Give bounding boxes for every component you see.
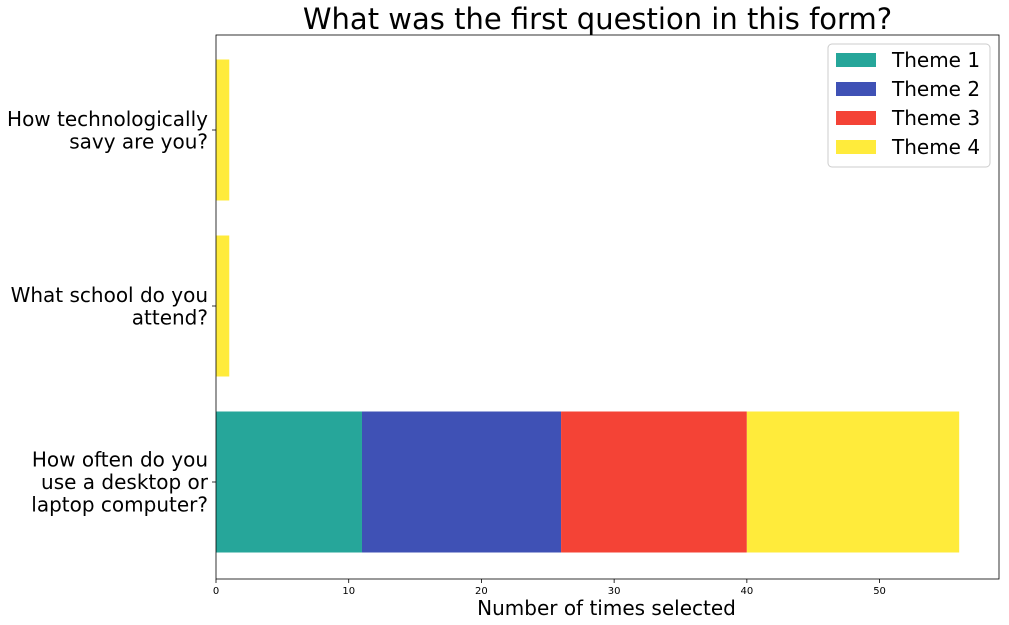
bar-segment-3-1	[216, 411, 362, 553]
y-category-label: What school do you	[11, 283, 208, 307]
legend-swatch-1	[836, 53, 876, 67]
legend-label-2: Theme 2	[891, 77, 980, 101]
x-tick-label: 30	[608, 586, 621, 597]
bar-segment-1-4	[216, 59, 230, 201]
y-category-label: laptop computer?	[31, 493, 208, 517]
legend-label-1: Theme 1	[891, 48, 980, 72]
x-tick-label: 40	[740, 586, 753, 597]
legend-box	[827, 43, 991, 168]
legend-swatch-4	[836, 140, 876, 154]
legend-label-4: Theme 4	[891, 135, 980, 159]
bar-segment-2-4	[216, 235, 230, 377]
legend-swatch-3	[836, 111, 876, 125]
x-axis-label: Number of times selected	[477, 596, 736, 620]
legend: Theme 1 Theme 2 Theme 3 Theme 4	[827, 43, 991, 168]
axes-frame	[215, 34, 1000, 580]
x-tick-label: 20	[475, 586, 488, 597]
legend-swatch-2	[836, 82, 876, 96]
bar-segment-3-4	[746, 411, 960, 553]
y-category-label: savy are you?	[69, 129, 208, 153]
bar-segment-3-2	[361, 411, 562, 553]
y-category-label: use a desktop or	[41, 470, 209, 494]
y-category-label: How often do you	[32, 448, 208, 472]
x-tick-label: 0	[213, 586, 219, 597]
bar-segment-3-3	[561, 411, 747, 553]
y-category-label: attend?	[132, 305, 208, 329]
y-category-label: How technologically	[7, 107, 208, 131]
x-tick-label: 50	[873, 586, 886, 597]
chart-title: What was the first question in this form…	[303, 2, 892, 36]
x-tick-label: 10	[342, 586, 355, 597]
legend-label-3: Theme 3	[891, 106, 980, 130]
